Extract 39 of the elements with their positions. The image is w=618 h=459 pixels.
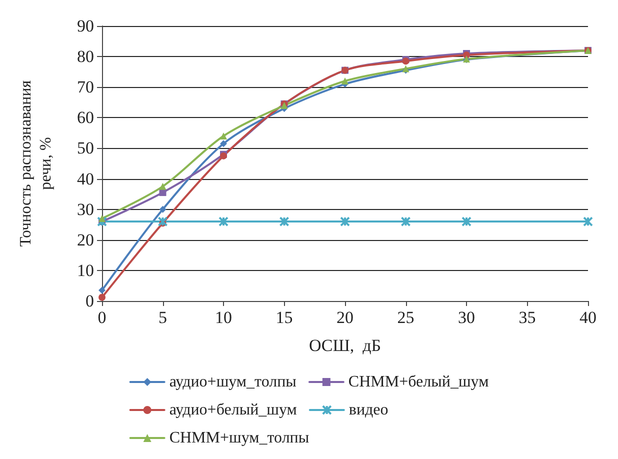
legend-label: видео bbox=[348, 402, 388, 418]
point bbox=[158, 216, 168, 227]
y-tick-label: 50 bbox=[77, 138, 94, 158]
y-tick-label: 90 bbox=[77, 16, 94, 36]
point bbox=[220, 140, 227, 148]
y-tick-label: 10 bbox=[77, 260, 94, 280]
point bbox=[400, 216, 411, 227]
x-tick-label: 30 bbox=[458, 308, 475, 327]
x-tick-label: 0 bbox=[98, 308, 106, 327]
y-tick-label: 20 bbox=[77, 230, 94, 250]
y-axis-title: Точность распознавания речи, % bbox=[18, 80, 54, 247]
x-axis-title: ОСШ, дБ bbox=[308, 336, 382, 355]
x-tick-label: 15 bbox=[276, 308, 293, 327]
x-tick-label: 5 bbox=[158, 308, 167, 327]
legend-label: СНММ+шум_толпы bbox=[169, 430, 310, 446]
point bbox=[159, 206, 166, 213]
x-tick-label: 10 bbox=[215, 308, 232, 327]
x-tick-label: 20 bbox=[336, 308, 354, 327]
legend-label: аудио+шум_толпы bbox=[169, 374, 297, 390]
point bbox=[279, 216, 290, 227]
y-tick-label: 60 bbox=[77, 108, 94, 128]
x-tick-label: 25 bbox=[397, 308, 414, 327]
point bbox=[342, 78, 348, 84]
y-tick-label: 0 bbox=[86, 292, 94, 310]
y-tick-label: 80 bbox=[77, 47, 94, 66]
y-tick-label: 40 bbox=[77, 169, 94, 188]
legend-label: аудио+белый_шум bbox=[169, 402, 297, 418]
x-tick-label: 35 bbox=[518, 308, 536, 327]
point bbox=[98, 215, 106, 222]
point bbox=[220, 132, 227, 140]
point bbox=[218, 216, 228, 227]
y-tick-label: 70 bbox=[77, 78, 94, 97]
x-tick-label: 40 bbox=[580, 308, 596, 327]
y-tick-label: 30 bbox=[77, 200, 94, 219]
point bbox=[340, 216, 350, 227]
point bbox=[159, 182, 166, 190]
legend-label: СНММ+белый_шум bbox=[348, 374, 489, 390]
point bbox=[462, 216, 472, 227]
point bbox=[98, 286, 106, 294]
